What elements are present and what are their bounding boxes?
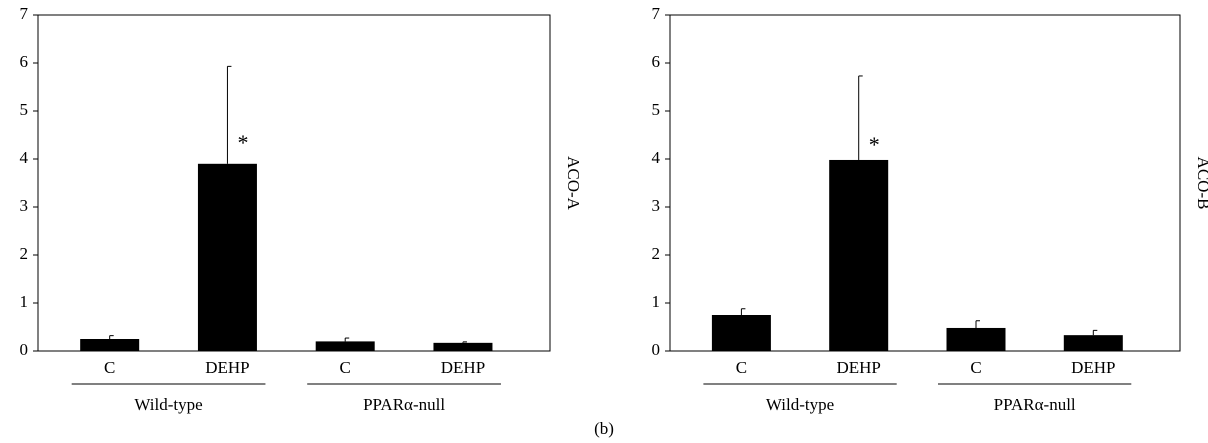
x-tick-label: DEHP: [1071, 358, 1115, 377]
bar: [197, 163, 257, 351]
plot-frame: [37, 14, 551, 352]
bar: [946, 327, 1006, 351]
bar: [711, 315, 771, 351]
bar: [829, 159, 889, 351]
significance-mark: *: [237, 130, 248, 155]
y-tick-label: 2: [652, 244, 661, 263]
y-tick-label: 7: [652, 4, 661, 23]
y-axis-label: ACO-A: [564, 156, 583, 211]
x-tick-label: C: [736, 358, 747, 377]
y-tick-label: 3: [20, 196, 29, 215]
group-label: Wild-type: [766, 395, 834, 414]
significance-mark: *: [869, 132, 880, 157]
x-tick-label: C: [340, 358, 351, 377]
panel-label: (b): [594, 419, 614, 438]
group-label: Wild-type: [134, 395, 202, 414]
bar: [315, 341, 375, 351]
x-tick-label: C: [970, 358, 981, 377]
y-tick-label: 6: [20, 52, 29, 71]
y-tick-label: 0: [20, 340, 29, 359]
x-tick-label: C: [104, 358, 115, 377]
y-axis-label: ACO-B: [1194, 157, 1208, 210]
y-tick-label: 7: [20, 4, 29, 23]
group-label: PPARα-null: [363, 395, 445, 414]
bar: [80, 339, 140, 351]
bar: [433, 342, 493, 351]
y-tick-label: 2: [20, 244, 29, 263]
y-tick-label: 1: [20, 292, 29, 311]
y-tick-label: 5: [652, 100, 661, 119]
x-tick-label: DEHP: [205, 358, 249, 377]
x-tick-label: DEHP: [836, 358, 880, 377]
y-tick-label: 4: [652, 148, 661, 167]
y-tick-label: 0: [652, 340, 661, 359]
y-tick-label: 1: [652, 292, 661, 311]
group-label: PPARα-null: [994, 395, 1076, 414]
y-tick-label: 6: [652, 52, 661, 71]
y-tick-label: 3: [652, 196, 661, 215]
bar: [1063, 335, 1123, 351]
plot-frame: [669, 14, 1181, 352]
y-tick-label: 5: [20, 100, 29, 119]
y-tick-label: 4: [20, 148, 29, 167]
x-tick-label: DEHP: [441, 358, 485, 377]
